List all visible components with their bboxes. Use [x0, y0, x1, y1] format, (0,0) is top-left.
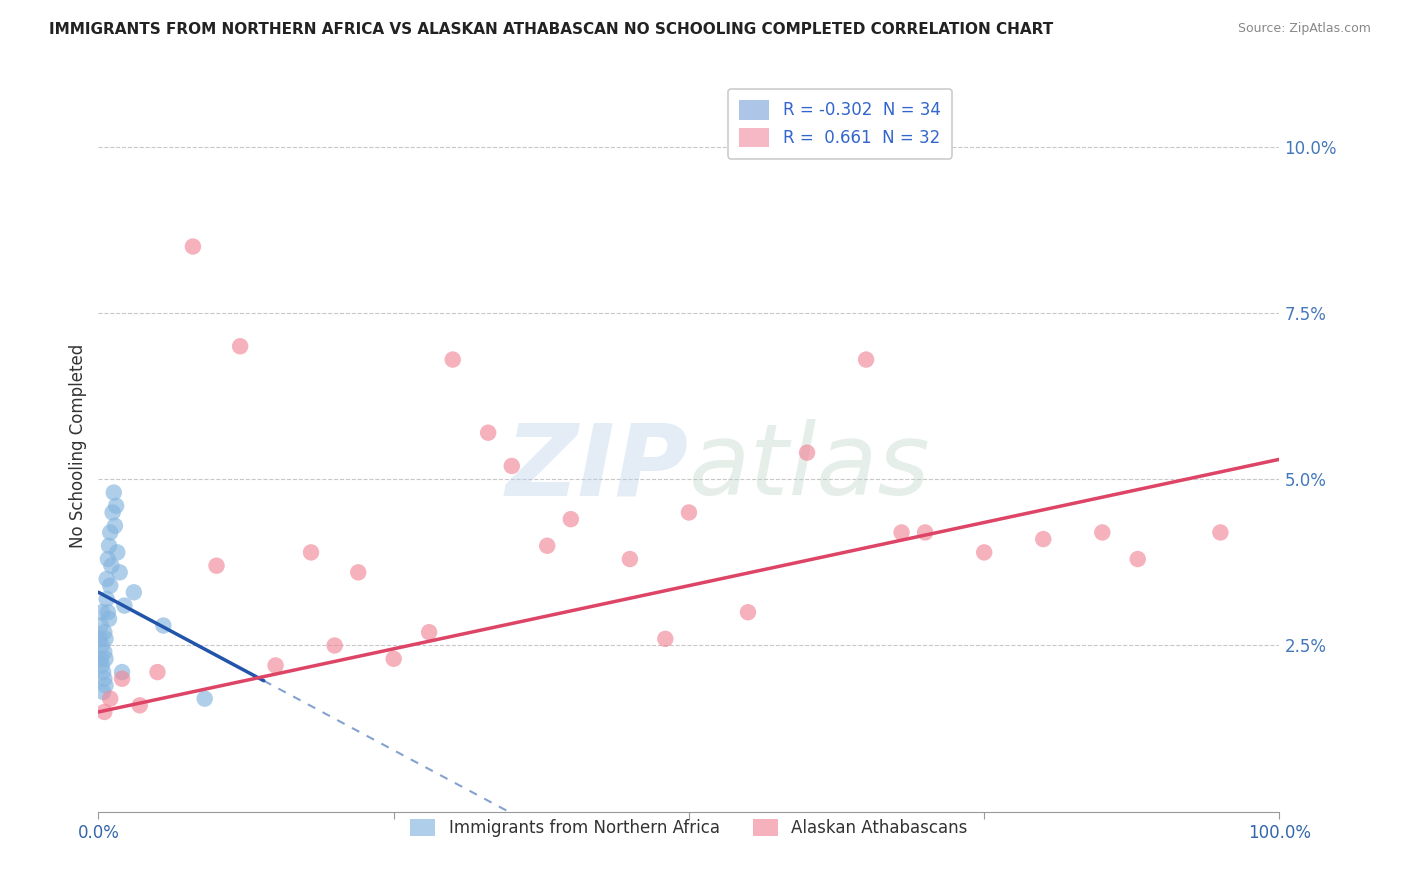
- Legend: Immigrants from Northern Africa, Alaskan Athabascans: Immigrants from Northern Africa, Alaskan…: [404, 812, 974, 844]
- Point: [152, 618, 174, 632]
- Point: [441, 352, 464, 367]
- Point: [1209, 525, 1232, 540]
- Point: [105, 545, 128, 559]
- Point: [796, 445, 818, 459]
- Point: [105, 499, 128, 513]
- Text: IMMIGRANTS FROM NORTHERN AFRICA VS ALASKAN ATHABASCAN NO SCHOOLING COMPLETED COR: IMMIGRANTS FROM NORTHERN AFRICA VS ALASK…: [49, 22, 1053, 37]
- Point: [418, 625, 440, 640]
- Point: [93, 625, 115, 640]
- Point: [89, 632, 111, 646]
- Point: [98, 525, 121, 540]
- Point: [122, 585, 145, 599]
- Point: [737, 605, 759, 619]
- Point: [111, 672, 134, 686]
- Point: [128, 698, 150, 713]
- Point: [91, 639, 114, 653]
- Point: [98, 691, 121, 706]
- Text: Source: ZipAtlas.com: Source: ZipAtlas.com: [1237, 22, 1371, 36]
- Point: [97, 552, 120, 566]
- Point: [382, 652, 405, 666]
- Text: ZIP: ZIP: [506, 419, 689, 516]
- Point: [111, 665, 134, 679]
- Point: [96, 572, 118, 586]
- Point: [91, 605, 114, 619]
- Point: [264, 658, 287, 673]
- Point: [973, 545, 995, 559]
- Point: [181, 239, 204, 253]
- Point: [93, 672, 115, 686]
- Point: [229, 339, 252, 353]
- Point: [91, 665, 114, 679]
- Point: [323, 639, 346, 653]
- Point: [654, 632, 676, 646]
- Point: [1032, 532, 1054, 546]
- Point: [619, 552, 641, 566]
- Point: [98, 579, 121, 593]
- Point: [112, 599, 135, 613]
- Point: [103, 485, 125, 500]
- Point: [477, 425, 499, 440]
- Point: [98, 612, 121, 626]
- Y-axis label: No Schooling Completed: No Schooling Completed: [69, 344, 87, 548]
- Point: [90, 652, 112, 666]
- Point: [97, 605, 120, 619]
- Point: [678, 506, 700, 520]
- Point: [914, 525, 936, 540]
- Point: [90, 618, 112, 632]
- Point: [104, 518, 127, 533]
- Point: [560, 512, 582, 526]
- Point: [94, 678, 117, 692]
- Point: [96, 591, 118, 606]
- Point: [501, 458, 523, 473]
- Point: [91, 685, 114, 699]
- Point: [94, 652, 117, 666]
- Point: [299, 545, 322, 559]
- Point: [101, 506, 124, 520]
- Point: [98, 539, 121, 553]
- Point: [890, 525, 912, 540]
- Point: [93, 645, 115, 659]
- Point: [347, 566, 370, 580]
- Point: [93, 705, 115, 719]
- Point: [205, 558, 228, 573]
- Point: [100, 558, 122, 573]
- Point: [91, 658, 114, 673]
- Point: [1091, 525, 1114, 540]
- Point: [855, 352, 877, 367]
- Text: atlas: atlas: [689, 419, 931, 516]
- Point: [194, 691, 217, 706]
- Point: [536, 539, 558, 553]
- Point: [108, 566, 131, 580]
- Point: [1126, 552, 1149, 566]
- Point: [94, 632, 117, 646]
- Point: [146, 665, 169, 679]
